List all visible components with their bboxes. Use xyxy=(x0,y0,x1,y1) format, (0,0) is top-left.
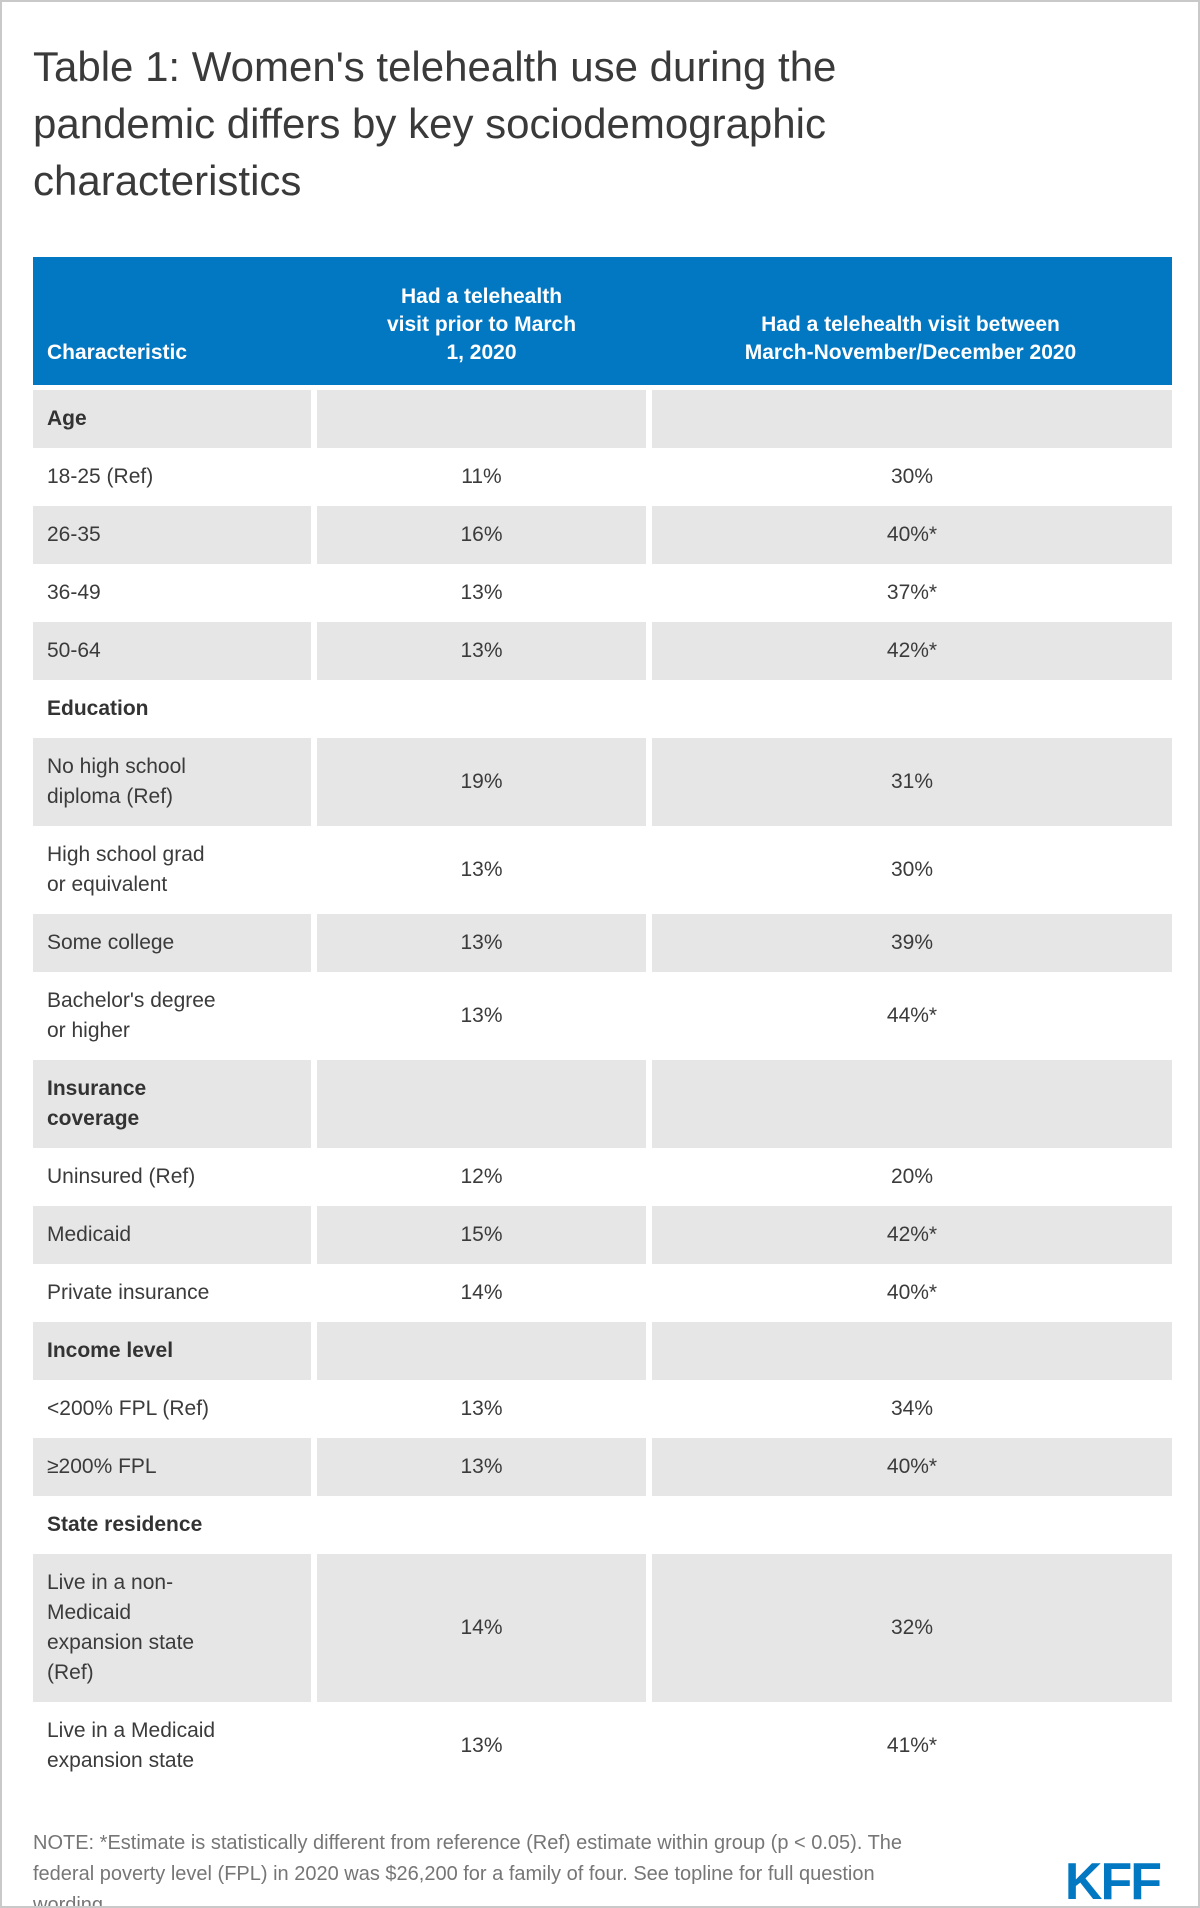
characteristic-cell: Age xyxy=(33,385,314,448)
during-value-cell xyxy=(646,1496,1172,1554)
table-row: 18-25 (Ref) 11% 30% xyxy=(33,448,1172,506)
page-title: Table 1: Women's telehealth use during t… xyxy=(33,43,837,204)
during-value-cell: 44%* xyxy=(646,972,1172,1060)
prior-value-cell: 19% xyxy=(311,738,649,826)
section-header-row: Income level xyxy=(33,1322,1172,1380)
table-row: No high school diploma (Ref) 19% 31% xyxy=(33,738,1172,826)
characteristic-cell: Income level xyxy=(33,1322,314,1380)
prior-value-cell: 13% xyxy=(311,622,649,680)
prior-value-cell: 13% xyxy=(311,826,649,914)
section-header-row: State residence xyxy=(33,1496,1172,1554)
characteristic-cell: Uninsured (Ref) xyxy=(33,1148,314,1206)
characteristic-cell: 26-35 xyxy=(33,506,314,564)
section-header-row: Education xyxy=(33,680,1172,738)
note-text: NOTE: *Estimate is statistically differe… xyxy=(33,1832,903,1908)
characteristic-cell: Medicaid xyxy=(33,1206,314,1264)
characteristic-cell: Insurance coverage xyxy=(33,1060,314,1148)
table-row: 36-49 13% 37%* xyxy=(33,564,1172,622)
characteristic-cell: Private insurance xyxy=(33,1264,314,1322)
during-value-cell: 31% xyxy=(646,738,1172,826)
during-value-cell: 30% xyxy=(646,826,1172,914)
table-row: 50-64 13% 42%* xyxy=(33,622,1172,680)
prior-value-cell: 11% xyxy=(311,448,649,506)
characteristic-cell: Some college xyxy=(33,914,314,972)
prior-value-cell: 13% xyxy=(311,1702,649,1790)
column-header-visit-prior: Had a telehealth visit prior to March 1,… xyxy=(314,257,649,388)
characteristic-cell: 36-49 xyxy=(33,564,314,622)
table-row: Uninsured (Ref) 12% 20% xyxy=(33,1148,1172,1206)
characteristic-cell: Live in a Medicaid expansion state xyxy=(33,1702,314,1790)
during-value-cell: 32% xyxy=(646,1554,1172,1702)
sociodemographic-table: Characteristic Had a telehealth visit pr… xyxy=(33,257,1172,1790)
characteristic-cell: <200% FPL (Ref) xyxy=(33,1380,314,1438)
column-header-characteristic: Characteristic xyxy=(33,257,314,388)
prior-value-cell xyxy=(311,1060,649,1148)
prior-value-cell: 14% xyxy=(311,1264,649,1322)
characteristic-cell: Education xyxy=(33,680,314,738)
during-value-cell: 37%* xyxy=(646,564,1172,622)
table-header-row: Characteristic Had a telehealth visit pr… xyxy=(33,257,1172,388)
during-value-cell: 34% xyxy=(646,1380,1172,1438)
prior-value-cell xyxy=(311,1322,649,1380)
table-row: 26-35 16% 40%* xyxy=(33,506,1172,564)
characteristic-cell: 18-25 (Ref) xyxy=(33,448,314,506)
characteristic-cell: Live in a non- Medicaid expansion state … xyxy=(33,1554,314,1702)
table-row: Some college 13% 39% xyxy=(33,914,1172,972)
during-value-cell xyxy=(646,385,1172,448)
during-value-cell xyxy=(646,1322,1172,1380)
during-value-cell: 30% xyxy=(646,448,1172,506)
prior-value-cell xyxy=(311,680,649,738)
column-header-visit-between: Had a telehealth visit between March-Nov… xyxy=(649,257,1172,388)
characteristic-cell: High school grad or equivalent xyxy=(33,826,314,914)
characteristic-cell: State residence xyxy=(33,1496,314,1554)
prior-value-cell: 16% xyxy=(311,506,649,564)
during-value-cell: 42%* xyxy=(646,622,1172,680)
during-value-cell: 42%* xyxy=(646,1206,1172,1264)
table-row: ≥200% FPL 13% 40%* xyxy=(33,1438,1172,1496)
prior-value-cell: 13% xyxy=(311,564,649,622)
table-row: High school grad or equivalent 13% 30% xyxy=(33,826,1172,914)
prior-value-cell xyxy=(311,385,649,448)
during-value-cell xyxy=(646,1060,1172,1148)
during-value-cell xyxy=(646,680,1172,738)
prior-value-cell: 13% xyxy=(311,1438,649,1496)
table-body: Age 18-25 (Ref) 11% 30% 26-35 16% 40%* 36-49 13%… xyxy=(33,385,1172,1790)
characteristic-cell: 50-64 xyxy=(33,622,314,680)
kff-logo: KFF xyxy=(1064,1853,1162,1908)
during-value-cell: 40%* xyxy=(646,1438,1172,1496)
prior-value-cell xyxy=(311,1496,649,1554)
table-row: Private insurance 14% 40%* xyxy=(33,1264,1172,1322)
during-value-cell: 41%* xyxy=(646,1702,1172,1790)
table-row: <200% FPL (Ref) 13% 34% xyxy=(33,1380,1172,1438)
during-value-cell: 20% xyxy=(646,1148,1172,1206)
during-value-cell: 40%* xyxy=(646,506,1172,564)
table-row: Medicaid 15% 42%* xyxy=(33,1206,1172,1264)
prior-value-cell: 13% xyxy=(311,972,649,1060)
prior-value-cell: 13% xyxy=(311,914,649,972)
table-row: Bachelor's degree or higher 13% 44%* xyxy=(33,972,1172,1060)
footer: NOTE: *Estimate is statistically differe… xyxy=(33,1828,1168,1908)
characteristic-cell: No high school diploma (Ref) xyxy=(33,738,314,826)
prior-value-cell: 15% xyxy=(311,1206,649,1264)
during-value-cell: 39% xyxy=(646,914,1172,972)
characteristic-cell: Bachelor's degree or higher xyxy=(33,972,314,1060)
characteristic-cell: ≥200% FPL xyxy=(33,1438,314,1496)
table-row: Live in a non- Medicaid expansion state … xyxy=(33,1554,1172,1702)
section-header-row: Insurance coverage xyxy=(33,1060,1172,1148)
prior-value-cell: 12% xyxy=(311,1148,649,1206)
table-row: Live in a Medicaid expansion state 13% 41%… xyxy=(33,1702,1172,1790)
section-header-row: Age xyxy=(33,385,1172,448)
during-value-cell: 40%* xyxy=(646,1264,1172,1322)
prior-value-cell: 14% xyxy=(311,1554,649,1702)
prior-value-cell: 13% xyxy=(311,1380,649,1438)
